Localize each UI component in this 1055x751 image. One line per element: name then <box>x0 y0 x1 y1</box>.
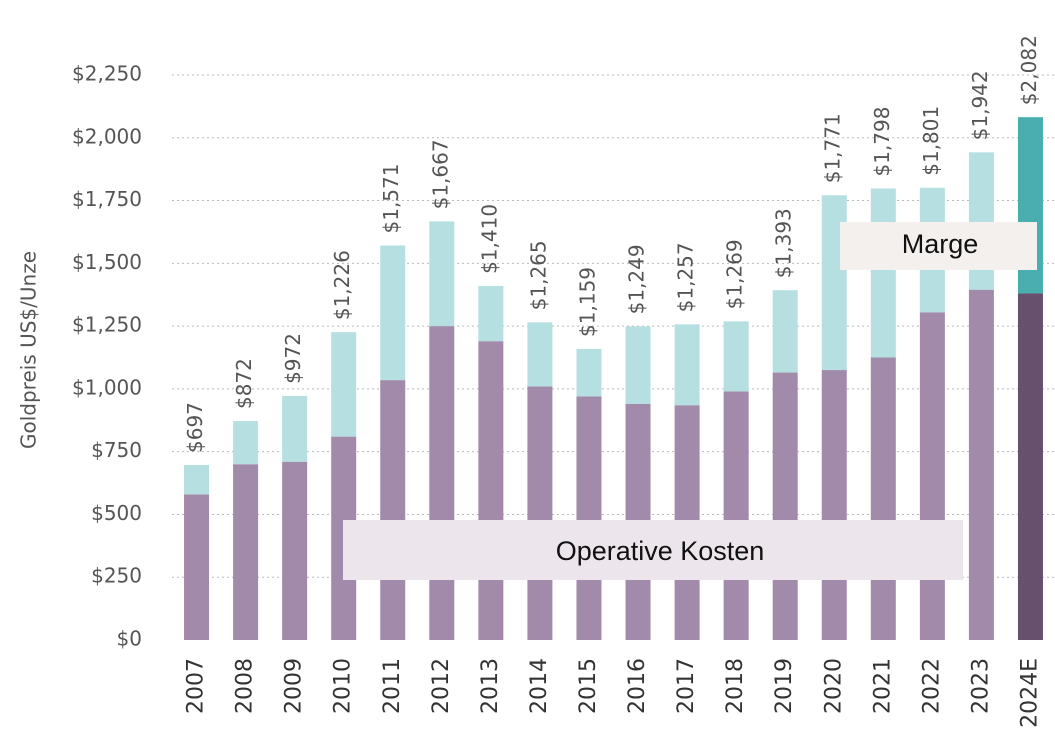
data-label: $1,249 <box>625 244 649 314</box>
data-label: $1,798 <box>870 107 894 177</box>
x-tick-label: 2009 <box>282 658 307 714</box>
bar-segment <box>723 321 749 392</box>
data-label: $1,159 <box>575 267 599 337</box>
x-tick-label: 2023 <box>968 658 993 714</box>
data-label: $1,410 <box>477 204 501 274</box>
x-tick-label: 2011 <box>380 658 405 714</box>
legend-label: Operative Kosten <box>556 536 765 566</box>
y-tick-label: $750 <box>91 438 142 462</box>
bar-segment <box>821 370 847 640</box>
data-label: $872 <box>232 358 256 409</box>
y-tick-label: $1,500 <box>72 250 142 274</box>
y-axis-label: Goldpreis US$/Unze <box>17 251 41 449</box>
bar-segment <box>527 322 553 387</box>
bar-segment <box>429 221 455 327</box>
y-tick-label: $0 <box>117 627 142 651</box>
data-label: $1,393 <box>772 208 796 278</box>
x-tick-label: 2014 <box>527 658 552 714</box>
bar-segment <box>576 348 602 397</box>
bar-segment <box>429 326 455 640</box>
bar-segment <box>1017 293 1043 640</box>
x-tick-label: 2015 <box>576 658 601 714</box>
legend-label: Marge <box>902 229 979 259</box>
x-tick-label: 2008 <box>233 658 258 714</box>
x-tick-label: 2016 <box>625 658 650 714</box>
data-label: $1,257 <box>674 242 698 312</box>
x-tick-label: 2018 <box>723 658 748 714</box>
bar-segment <box>184 464 210 495</box>
data-label: $1,771 <box>821 113 845 183</box>
y-tick-label: $1,000 <box>72 375 142 399</box>
x-tick-label: 2007 <box>184 658 209 714</box>
bar-segment <box>478 341 504 640</box>
y-tick-label: $1,250 <box>72 313 142 337</box>
data-label: $1,942 <box>968 70 992 140</box>
bar-segment <box>331 332 357 437</box>
bar-segment <box>282 461 308 640</box>
x-tick-label: 2020 <box>821 658 846 714</box>
data-label: $1,269 <box>723 239 747 309</box>
bar-segment <box>527 386 553 640</box>
bar-segment <box>625 326 651 404</box>
data-label: $1,265 <box>526 240 550 310</box>
bar-segment <box>576 396 602 640</box>
x-tick-label: 2021 <box>870 658 895 714</box>
data-label: $1,226 <box>330 250 354 320</box>
bar-segment <box>233 464 259 640</box>
x-tick-label: 2022 <box>919 658 944 714</box>
legend-box <box>840 222 1037 270</box>
bar-segment <box>380 380 406 640</box>
data-label: $972 <box>281 333 305 384</box>
x-tick-label: 2010 <box>331 658 356 714</box>
data-label: $697 <box>183 402 207 453</box>
bar-segment <box>870 357 896 640</box>
labels: $697 2007 $872 2008 $972 2009 $1,226 2010 $1,571… <box>183 35 1042 728</box>
bar-segment <box>233 421 259 465</box>
bar-segment <box>380 245 406 381</box>
grid: $0 $250 $500 $750 $1,000 $1,250 $1,500 $1,750 $2… <box>72 62 1055 651</box>
legend: Operative Kosten Marge <box>343 222 1037 580</box>
bar-segment <box>968 289 994 640</box>
y-tick-label: $2,250 <box>72 62 142 86</box>
bar-segment <box>723 391 749 640</box>
bar-segment <box>184 494 210 640</box>
bar-segment <box>282 395 308 462</box>
x-tick-label: 2017 <box>674 658 699 714</box>
data-label: $1,667 <box>428 139 452 209</box>
x-tick-label: 2013 <box>478 658 503 714</box>
data-label: $1,801 <box>919 106 943 176</box>
y-tick-label: $1,750 <box>72 187 142 211</box>
x-tick-label: 2019 <box>772 658 797 714</box>
legend-box <box>343 520 963 580</box>
bar-segment <box>674 324 700 406</box>
bar-segment <box>772 372 798 640</box>
x-tick-label: 2024E <box>1017 658 1042 728</box>
bar-segment <box>821 195 847 371</box>
x-tick-label: 2012 <box>429 658 454 714</box>
data-label: $2,082 <box>1017 35 1041 105</box>
bar-segment <box>870 188 896 358</box>
bar-segment <box>478 285 504 342</box>
data-label: $1,571 <box>379 164 403 234</box>
y-tick-label: $2,000 <box>72 124 142 148</box>
bar-segment <box>919 312 945 640</box>
bar-segment <box>772 290 798 373</box>
y-tick-label: $500 <box>91 501 142 525</box>
y-tick-label: $250 <box>91 564 142 588</box>
